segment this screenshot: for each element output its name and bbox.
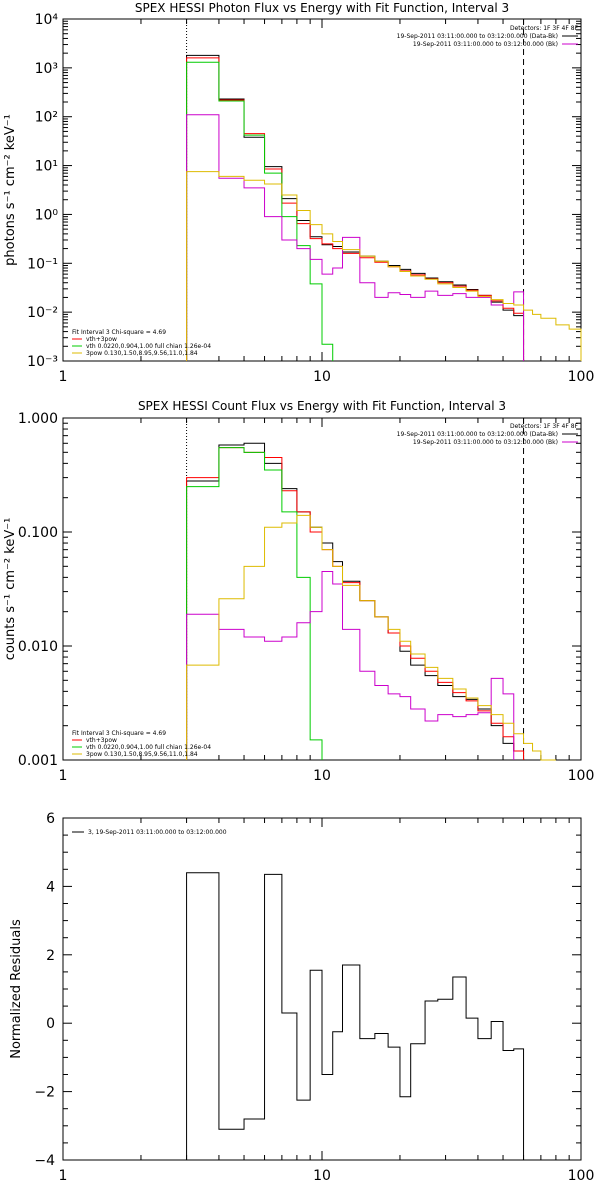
y-tick-label: 0.001 — [18, 753, 58, 769]
legend-entry-label: 3pow 0.130,1.50,8.95,9.56,11.0,1.84 — [86, 350, 198, 357]
photon-flux-panel: SPEX HESSI Photon Flux vs Energy with Fi… — [3, 1, 594, 385]
y-tick-label: 10⁰ — [35, 207, 59, 223]
axis-ticks: 1 10 100 10⁻³ 10⁻² 10⁻¹ 10⁰ 10¹ 10² 10³ 10⁴ — [27, 12, 594, 385]
x-tick-label: 10 — [313, 1168, 331, 1184]
residuals-panel: Normalized Residuals 1 10 100 −4 −2 0 2 4 6 3, 1… — [9, 811, 594, 1184]
chart-title: SPEX HESSI Count Flux vs Energy with Fit… — [138, 399, 506, 413]
chart-title: SPEX HESSI Photon Flux vs Energy with Fi… — [135, 1, 509, 15]
legend-entry-label: vth+3pow — [86, 737, 117, 744]
x-tick-label: 100 — [568, 1168, 595, 1184]
legend-entry-label: vth 0.0220,0.904,1.00 full chian 1.26e-0… — [86, 744, 211, 751]
legend-top-left: 3, 19-Sep-2011 03:11:00.000 to 03:12:00.… — [72, 829, 227, 836]
y-tick-label: −2 — [34, 1085, 55, 1101]
legend-entry-label: 19-Sep-2011 03:11:00.000 to 03:12:00.000… — [413, 41, 558, 48]
y-axis-label: counts s⁻¹ cm⁻² keV⁻¹ — [3, 518, 18, 661]
y-tick-label: 1.000 — [18, 411, 58, 427]
legend-top-right: Detectors: 1F 3F 4F 8F 19-Sep-2011 03:11… — [397, 423, 579, 446]
axis-ticks: 1 10 100 0.001 0.010 0.100 1.000 — [18, 411, 594, 784]
series-line-3 — [186, 114, 525, 361]
legend-entry-label: 3, 19-Sep-2011 03:11:00.000 to 03:12:00.… — [88, 829, 227, 836]
y-tick-label: 0.010 — [18, 639, 58, 655]
series-line-3 — [186, 571, 515, 760]
series-group — [186, 872, 525, 1160]
reference-lines — [186, 19, 525, 361]
legend-header: Fit Interval 3 Chi-square = 4.69 — [72, 329, 166, 336]
series-group — [186, 54, 582, 361]
legend-top-right: Detectors: 1F 3F 4F 8F 19-Sep-2011 03:11… — [397, 25, 579, 48]
y-tick-label: 10² — [35, 110, 58, 126]
x-tick-label: 100 — [568, 369, 595, 385]
series-line-0 — [186, 442, 525, 760]
legend-header: Detectors: 1F 3F 4F 8F — [510, 423, 579, 430]
legend-bottom-left: Fit Interval 3 Chi-square = 4.69 vth+3po… — [72, 730, 211, 758]
y-tick-label: −4 — [34, 1153, 55, 1169]
legend-entry-label: vth+3pow — [86, 336, 117, 343]
y-tick-label: 10⁻³ — [27, 354, 58, 370]
legend-entry-label: 19-Sep-2011 03:11:00.000 to 03:12:00.000… — [413, 439, 558, 446]
y-tick-label: 2 — [46, 948, 55, 964]
series-line-4 — [186, 171, 582, 361]
series-line-1 — [186, 57, 525, 361]
legend-entry-label: 19-Sep-2011 03:11:00.000 to 03:12:00.000… — [397, 33, 558, 40]
series-line-2 — [186, 61, 334, 361]
x-tick-label: 100 — [568, 768, 595, 784]
legend-entry-label: 3pow 0.130,1.50,8.95,9.56,11.0,1.84 — [86, 751, 198, 758]
y-axis-label: Normalized Residuals — [9, 919, 24, 1059]
x-tick-label: 10 — [313, 369, 331, 385]
series-line-0 — [186, 872, 525, 1160]
series-line-1 — [186, 447, 525, 760]
y-tick-label: 10³ — [35, 61, 58, 77]
y-tick-label: 10⁻¹ — [27, 256, 58, 272]
series-group — [186, 442, 556, 761]
y-tick-label: 0 — [46, 1016, 55, 1032]
legend-entry-label: vth 0.0220,0.904,1.00 full chian 1.26e-0… — [86, 343, 211, 350]
y-tick-label: 10⁴ — [35, 12, 59, 28]
y-tick-label: 10⁻² — [27, 305, 58, 321]
y-axis-label: photons s⁻¹ cm⁻² keV⁻¹ — [3, 114, 18, 266]
x-tick-label: 1 — [59, 1168, 68, 1184]
x-tick-label: 10 — [313, 768, 331, 784]
legend-header: Detectors: 1F 3F 4F 8F — [510, 25, 579, 32]
y-tick-label: 4 — [46, 879, 55, 895]
legend-entry-label: 19-Sep-2011 03:11:00.000 to 03:12:00.000… — [397, 431, 558, 438]
count-flux-panel: SPEX HESSI Count Flux vs Energy with Fit… — [3, 399, 594, 784]
x-tick-label: 1 — [59, 369, 68, 385]
y-tick-label: 6 — [46, 811, 55, 827]
axis-ticks: 1 10 100 −4 −2 0 2 4 6 — [34, 811, 594, 1184]
legend-bottom-left: Fit Interval 3 Chi-square = 4.69 vth+3po… — [72, 329, 211, 357]
legend-header: Fit Interval 3 Chi-square = 4.69 — [72, 730, 166, 737]
series-line-2 — [186, 447, 323, 760]
y-tick-label: 0.100 — [18, 525, 58, 541]
x-tick-label: 1 — [59, 768, 68, 784]
reference-lines — [186, 418, 525, 760]
series-line-4 — [186, 514, 556, 761]
y-tick-label: 10¹ — [35, 159, 58, 175]
